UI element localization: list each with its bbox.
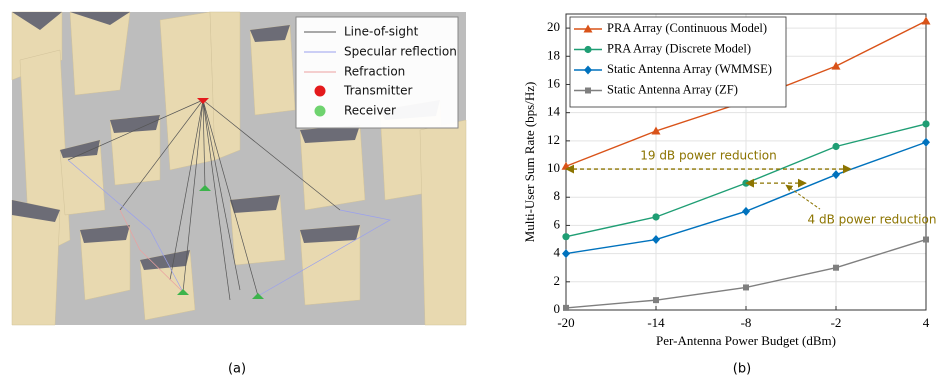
marker xyxy=(922,120,930,128)
legend-marker xyxy=(585,87,591,94)
x-tick-label: -14 xyxy=(647,315,665,330)
y-tick-label: 8 xyxy=(554,188,561,203)
marker xyxy=(923,236,929,243)
refractions xyxy=(119,209,184,293)
x-tick-label: -2 xyxy=(831,315,842,330)
annotation: 4 dB power reduction xyxy=(808,213,937,227)
marker xyxy=(652,235,660,245)
y-tick-label: 10 xyxy=(547,160,560,175)
marker xyxy=(562,249,570,259)
scene: Line-of-sight Specular reflection Refrac… xyxy=(11,11,467,326)
legend-label: Refraction xyxy=(344,65,405,79)
x-tick-label: -8 xyxy=(741,315,752,330)
receivers xyxy=(177,185,264,299)
caption: (a) xyxy=(228,362,246,377)
y-tick-label: 16 xyxy=(547,75,561,90)
legend-label: PRA Array (Discrete Model) xyxy=(607,41,751,55)
marker xyxy=(743,284,749,291)
rays xyxy=(67,99,341,301)
legend-marker xyxy=(584,45,592,54)
y-tick-label: 18 xyxy=(547,47,560,62)
legend-label: Specular reflection xyxy=(344,45,457,59)
legend-marker xyxy=(584,65,592,75)
legend-key xyxy=(314,105,326,117)
y-tick-label: 2 xyxy=(554,273,561,288)
transmitter xyxy=(197,98,209,104)
chart: 0 2 4 6 8 10 12 14 16 18 20 -20 -14 -8 -2 4 Per-Antenna … xyxy=(522,13,937,348)
legend-marker xyxy=(583,24,593,33)
legend: PRA Array (Continuous Model) PRA Array (D… xyxy=(569,16,787,108)
caption: (b) xyxy=(733,362,751,377)
legend-label: Static Antenna Array (ZF) xyxy=(607,82,738,96)
y-tick-label: 12 xyxy=(547,132,560,147)
marker xyxy=(652,213,660,221)
y-tick-label: 20 xyxy=(547,19,560,34)
marker xyxy=(562,233,570,241)
marker xyxy=(832,142,840,151)
y-tick-label: 0 xyxy=(554,301,561,316)
x-tick-label: 4 xyxy=(923,315,930,330)
legend-box xyxy=(569,16,787,108)
marker xyxy=(922,137,930,147)
y-tick-label: 14 xyxy=(547,104,561,119)
y-tick-label: 4 xyxy=(554,245,561,260)
marker xyxy=(563,304,569,311)
legend-label: Transmitter xyxy=(343,84,413,98)
marker xyxy=(833,264,839,271)
y-tick-label: 6 xyxy=(554,216,561,231)
x-axis-label: Per-Antenna Power Budget (dBm) xyxy=(656,333,836,348)
legend-label: PRA Array (Continuous Model) xyxy=(607,21,767,35)
y-axis-label: Multi-User Sum Rate (bps/Hz) xyxy=(522,82,537,243)
legend-label: Line-of-sight xyxy=(344,25,419,39)
buildings xyxy=(11,11,467,326)
marker xyxy=(651,126,661,135)
annotation: 19 dB power reduction xyxy=(640,149,777,163)
marker xyxy=(921,16,931,25)
marker xyxy=(742,206,750,216)
legend-key xyxy=(314,85,326,97)
legend-label: Receiver xyxy=(344,104,396,118)
marker xyxy=(653,297,659,304)
legend-label: Static Antenna Array (WMMSE) xyxy=(607,62,772,76)
annotation-pointer xyxy=(785,184,821,210)
reflections xyxy=(67,159,391,297)
marker xyxy=(831,61,841,70)
x-tick-label: -20 xyxy=(557,315,574,330)
